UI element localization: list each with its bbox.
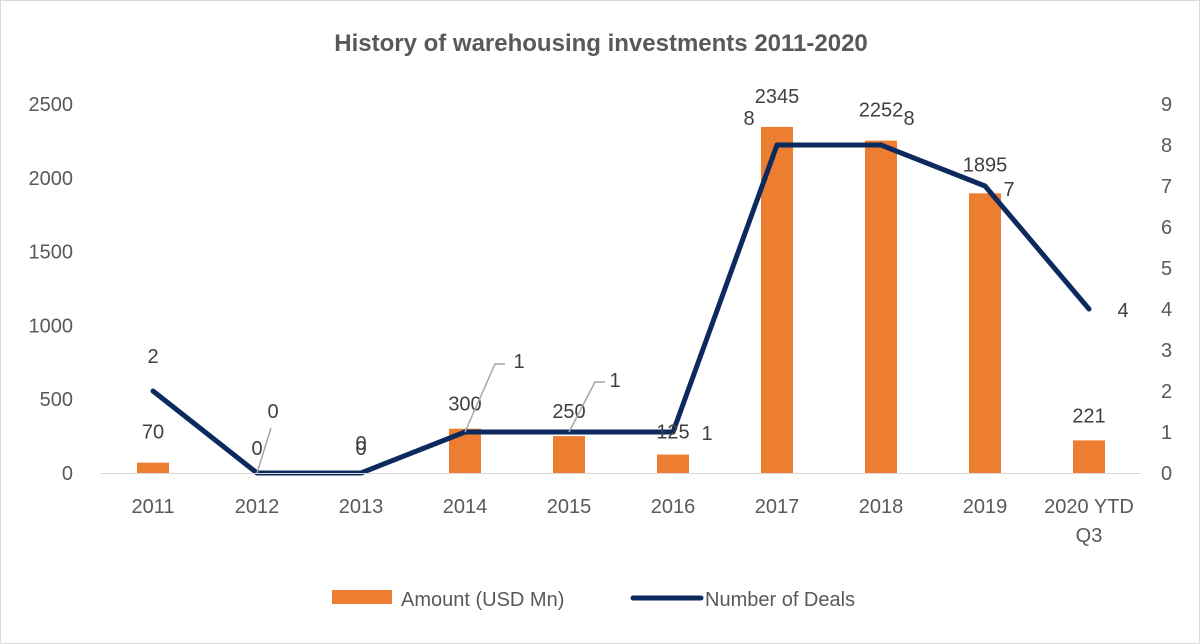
category-label-9-line1: Q3: [1076, 525, 1103, 547]
bar-0: [137, 462, 169, 473]
bar-value-label-9: 221: [1072, 405, 1105, 427]
category-label-3: 2014: [443, 496, 488, 518]
bar-8: [969, 193, 1001, 473]
bar-value-label-3: 300: [448, 394, 481, 416]
category-label-8: 2019: [963, 496, 1008, 518]
left-tick-label-2: 1000: [29, 315, 74, 337]
label-leader-line-1: [464, 363, 505, 433]
bar-6: [761, 126, 793, 474]
bar-value-label-6: 2345: [755, 86, 800, 108]
left-tick-label-5: 2500: [29, 94, 74, 116]
deal-count-label-7: 8: [903, 108, 914, 130]
deal-count-label-8: 7: [1003, 179, 1014, 201]
deal-count-label-1: 0: [267, 401, 278, 423]
deal-count-label-6: 8: [743, 108, 754, 130]
deal-count-label-2: 0: [355, 433, 366, 455]
chart-title: History of warehousing investments 2011-…: [334, 30, 868, 57]
deal-count-label-9: 4: [1117, 300, 1128, 322]
category-label-4: 2015: [547, 496, 592, 518]
deal-count-label-3: 1: [513, 351, 524, 373]
category-label-6: 2017: [755, 496, 800, 518]
legend-swatch-bar: [332, 590, 392, 604]
legend-label-line: Number of Deals: [705, 589, 855, 611]
bar-value-label-8: 1895: [963, 154, 1008, 176]
bar-value-label-7: 2252: [859, 100, 904, 122]
right-tick-label-4: 4: [1161, 299, 1172, 321]
bar-value-label-0: 70: [142, 422, 164, 444]
category-label-2: 2013: [339, 496, 384, 518]
right-tick-label-8: 8: [1161, 135, 1172, 157]
deal-count-label-0: 2: [147, 346, 158, 368]
left-tick-label-4: 2000: [29, 168, 74, 190]
bar-value-label-4: 250: [552, 401, 585, 423]
legend: Amount (USD Mn) Number of Deals: [332, 589, 855, 611]
right-tick-label-7: 7: [1161, 176, 1172, 198]
category-label-9: 2020 YTD: [1044, 496, 1134, 518]
left-tick-label-3: 1500: [29, 242, 74, 264]
bar-value-label-2: 0: [355, 438, 366, 460]
bar-4: [553, 436, 585, 473]
line-series: [150, 142, 1092, 476]
bar-value-label-5: 125: [656, 422, 689, 444]
left-tick-label-1: 500: [40, 389, 73, 411]
bar-7: [865, 140, 897, 473]
label-leader-line-2: [568, 381, 605, 433]
left-tick-label-0: 0: [62, 463, 73, 485]
right-tick-label-6: 6: [1161, 217, 1172, 239]
right-tick-label-0: 0: [1161, 463, 1172, 485]
bar-5: [657, 454, 689, 473]
category-label-1: 2012: [235, 496, 280, 518]
category-label-7: 2018: [859, 496, 904, 518]
bar-9: [1073, 440, 1105, 473]
deal-count-label-5: 1: [701, 423, 712, 445]
bar-value-label-1: 0: [251, 438, 262, 460]
legend-label-bar: Amount (USD Mn): [401, 589, 564, 611]
right-tick-label-9: 9: [1161, 94, 1172, 116]
label-leader-line-0: [256, 427, 272, 474]
right-tick-label-1: 1: [1161, 422, 1172, 444]
right-tick-label-3: 3: [1161, 340, 1172, 362]
category-label-5: 2016: [651, 496, 696, 518]
bar-series: [137, 126, 1105, 474]
right-tick-label-2: 2: [1161, 381, 1172, 403]
deal-count-label-4: 1: [609, 370, 620, 392]
deals-line: [150, 142, 1092, 476]
category-label-0: 2011: [131, 496, 174, 518]
right-tick-label-5: 5: [1161, 258, 1172, 280]
